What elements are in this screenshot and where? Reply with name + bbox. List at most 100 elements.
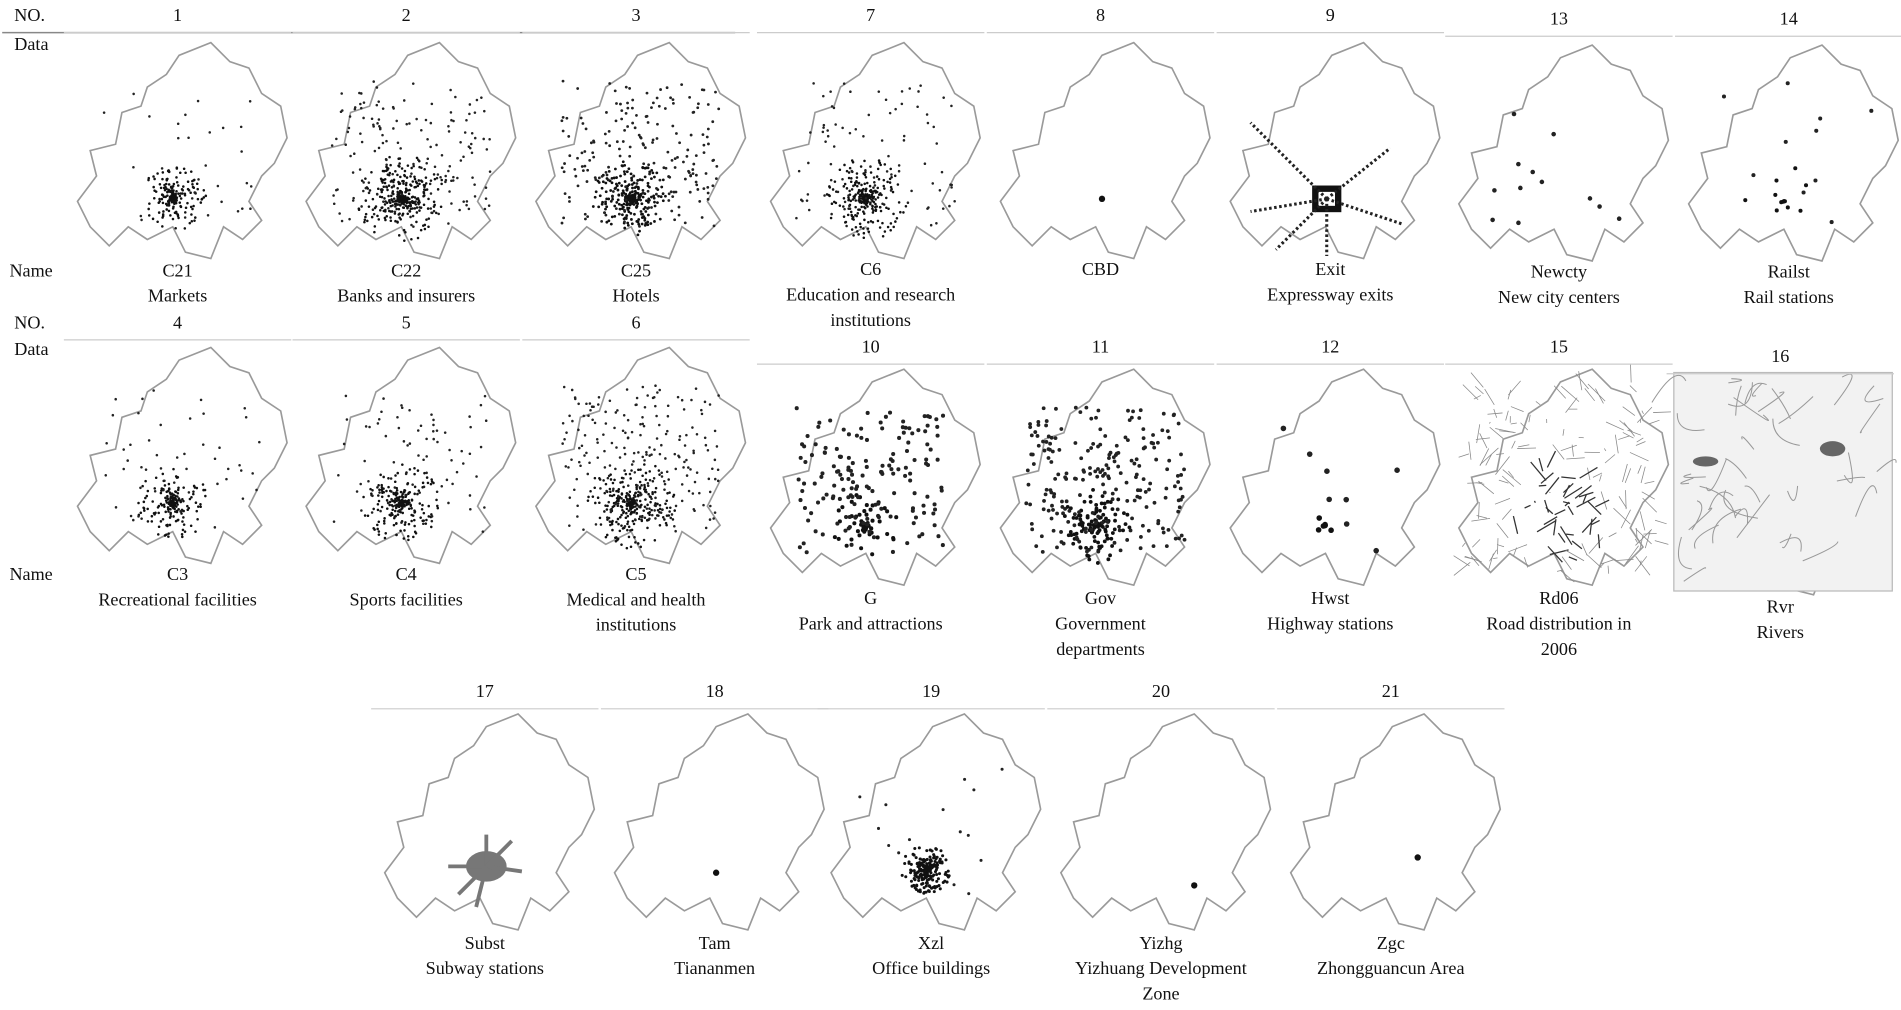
map-dot xyxy=(645,478,648,481)
map-dot xyxy=(404,175,407,178)
map-dot xyxy=(806,434,810,438)
map-dot xyxy=(860,200,863,203)
map-dot xyxy=(675,505,678,508)
map-dot xyxy=(182,516,185,519)
map-dot xyxy=(204,489,207,492)
map-dot xyxy=(664,503,667,506)
map-dot xyxy=(626,507,629,510)
map-dot xyxy=(410,238,413,241)
map-dot xyxy=(187,136,190,139)
map-dot xyxy=(1722,94,1726,98)
map-dot xyxy=(635,114,638,117)
map-dot xyxy=(195,510,198,513)
map-dot xyxy=(617,194,620,197)
map-dot xyxy=(186,508,189,511)
map-dot xyxy=(1105,524,1109,528)
map-panel xyxy=(77,347,287,563)
map-dot xyxy=(565,117,568,120)
map-dot xyxy=(936,866,939,869)
map-road xyxy=(1513,516,1517,534)
map-dot xyxy=(1082,470,1086,474)
map-dot xyxy=(915,884,918,887)
map-dot xyxy=(445,179,448,182)
map-dot xyxy=(837,191,840,194)
map-dot xyxy=(643,484,646,487)
map-dot xyxy=(485,419,488,422)
map-dot xyxy=(190,213,193,216)
map-dot xyxy=(603,492,606,495)
map-dot xyxy=(849,469,853,473)
map-dot xyxy=(850,177,853,180)
map-dot xyxy=(871,194,874,197)
map-dot xyxy=(396,203,399,206)
map-dot xyxy=(592,205,595,208)
map-dot xyxy=(916,428,920,432)
map-dot xyxy=(615,446,618,449)
map-dot xyxy=(147,208,150,211)
map-dot xyxy=(1033,430,1037,434)
map-dot xyxy=(819,475,823,479)
map-dot xyxy=(184,530,187,533)
map-dot xyxy=(662,178,665,181)
map-dot xyxy=(177,487,180,490)
map-dot xyxy=(405,190,408,193)
map-dot xyxy=(685,459,688,462)
map-dot xyxy=(1124,522,1128,526)
map-dot xyxy=(667,175,670,178)
map-dot xyxy=(413,467,416,470)
map-dot xyxy=(870,489,874,493)
panel-number: 1 xyxy=(173,5,182,25)
map-dot xyxy=(421,180,424,183)
map-dot xyxy=(840,505,844,509)
map-dot xyxy=(1121,528,1125,532)
map-dot xyxy=(403,440,406,443)
map-dot xyxy=(647,493,650,496)
map-dot xyxy=(161,198,164,201)
map-dot xyxy=(619,155,622,158)
map-dot xyxy=(1063,507,1067,511)
map-road xyxy=(1511,423,1517,424)
map-dot xyxy=(414,486,417,489)
map-dot xyxy=(1802,190,1806,194)
map-dot xyxy=(888,411,892,415)
map-outline xyxy=(1291,714,1501,930)
map-dot xyxy=(407,499,410,502)
panel-description: institutions xyxy=(830,310,911,330)
map-dot xyxy=(1173,484,1177,488)
map-dot xyxy=(701,88,704,91)
map-dot xyxy=(713,224,716,227)
map-road xyxy=(1539,458,1543,471)
map-dot xyxy=(935,142,938,145)
map-dot xyxy=(347,131,350,134)
map-dot xyxy=(641,423,644,426)
map-dot xyxy=(688,490,691,493)
map-dot xyxy=(933,523,937,527)
map-dot xyxy=(141,398,144,401)
map-dot xyxy=(910,863,913,866)
panel-code: Gov xyxy=(1085,588,1117,608)
map-dot xyxy=(678,141,681,144)
map-dot xyxy=(608,475,611,478)
map-dot xyxy=(861,521,865,525)
map-dot xyxy=(683,461,686,464)
map-dot xyxy=(673,509,676,512)
map-dot xyxy=(711,184,714,187)
map-dot xyxy=(1099,196,1105,202)
map-dot xyxy=(376,104,379,107)
map-dot xyxy=(854,128,857,131)
map-dot xyxy=(636,198,639,201)
map-dot xyxy=(629,497,632,500)
map-dot xyxy=(171,198,174,201)
map-dot xyxy=(122,448,125,451)
map-dot xyxy=(562,216,565,219)
map-dot xyxy=(666,151,669,154)
map-dot xyxy=(392,200,395,203)
map-dot xyxy=(365,425,368,428)
map-dot xyxy=(880,472,884,476)
map-dot xyxy=(416,206,419,209)
map-dot xyxy=(905,449,909,453)
map-dot xyxy=(631,431,634,434)
map-dot xyxy=(655,171,658,174)
map-dot xyxy=(105,442,108,445)
map-road xyxy=(1506,411,1509,421)
